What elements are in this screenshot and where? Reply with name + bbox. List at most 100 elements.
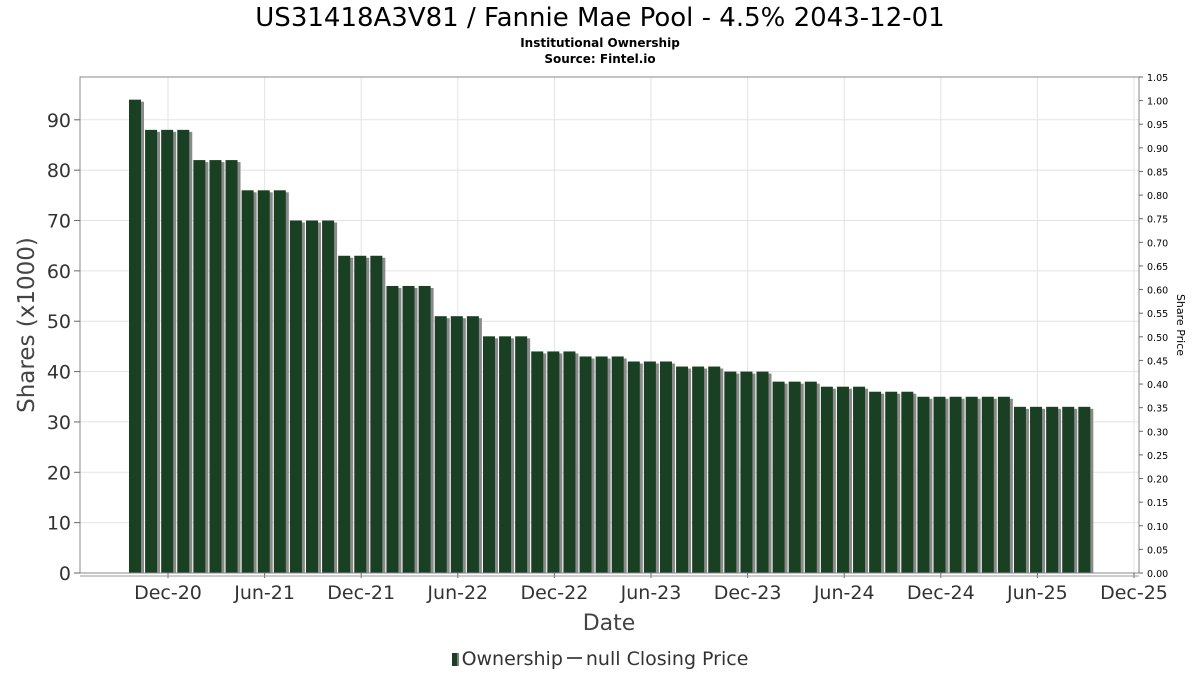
ownership-bar xyxy=(434,316,450,573)
bar-body xyxy=(659,361,672,573)
ownership-bar xyxy=(676,366,692,573)
y2-tick-label: 0.65 xyxy=(1147,262,1168,273)
bar-body xyxy=(305,220,318,573)
bar-body xyxy=(563,351,576,573)
bar-body xyxy=(209,160,222,573)
ownership-bar xyxy=(354,255,370,574)
x-tick-label: Jun-25 xyxy=(1006,582,1068,604)
y2-tick-label: 1.05 xyxy=(1147,73,1168,84)
bar-body xyxy=(917,396,930,573)
y-axis-right: 0.00 0.05 0.10 0.15 0.20 0.25 0.30 0.35 0.40 0.45… xyxy=(1139,73,1168,580)
bars xyxy=(129,99,1094,574)
ownership-bar xyxy=(997,396,1013,573)
y2-tick-label: 0.70 xyxy=(1147,238,1168,249)
ownership-bar xyxy=(338,255,354,574)
x-tick-label: Jun-23 xyxy=(620,582,682,604)
y-tick-label: 0 xyxy=(59,563,71,585)
ownership-bar xyxy=(418,285,434,573)
bar-body xyxy=(804,381,817,573)
ownership-bar xyxy=(177,129,193,573)
y2-tick-label: 1.00 xyxy=(1147,97,1168,108)
x-tick-label: Jun-21 xyxy=(233,582,295,604)
ownership-bar xyxy=(322,220,338,573)
x-tick-label: Dec-20 xyxy=(134,582,202,604)
y2-tick-label: 0.10 xyxy=(1147,522,1168,533)
bar-body xyxy=(788,381,801,573)
ownership-bar xyxy=(273,190,289,573)
ownership-bar xyxy=(917,396,933,573)
bar-body xyxy=(595,356,608,573)
bar-body xyxy=(354,255,367,574)
ownership-bar xyxy=(499,336,515,573)
y2-tick-label: 0.50 xyxy=(1147,333,1168,344)
y2-tick-label: 0.40 xyxy=(1147,380,1168,391)
ownership-swatch xyxy=(451,653,459,666)
y-tick-label: 80 xyxy=(47,160,71,182)
ownership-bar xyxy=(466,316,482,573)
ownership-bar xyxy=(161,129,177,573)
chart-subtitle: Institutional Ownership xyxy=(520,36,680,50)
ownership-bar xyxy=(193,160,209,573)
ownership-bar xyxy=(305,220,321,573)
bar-body xyxy=(643,361,656,573)
y-axis-label: Shares (x1000) xyxy=(14,237,40,413)
ownership-bar xyxy=(386,285,402,573)
ownership-bar xyxy=(595,356,611,573)
ownership-bar xyxy=(1078,406,1094,573)
bar-body xyxy=(257,190,270,573)
bar-body xyxy=(515,336,528,573)
bar-body xyxy=(724,371,737,573)
ownership-chart: 0 10 20 30 40 50 60 70 80 90 0.00 0.05 0.10 0.15 0.20… xyxy=(14,73,1187,636)
bar-body xyxy=(386,285,399,573)
x-tick-label: Jun-24 xyxy=(813,582,875,604)
bar-body xyxy=(997,396,1010,573)
ownership-bar xyxy=(547,351,563,573)
ownership-bar xyxy=(627,361,643,573)
ownership-bar xyxy=(531,351,547,573)
y2-tick-label: 0.80 xyxy=(1147,191,1168,202)
x-tick-label: Dec-25 xyxy=(1100,582,1168,604)
bar-body xyxy=(692,366,705,573)
ownership-bar xyxy=(225,160,241,573)
ownership-bar xyxy=(515,336,531,573)
ownership-bar xyxy=(402,285,418,573)
ownership-bar xyxy=(804,381,820,573)
ownership-bar xyxy=(965,396,981,573)
ownership-bar xyxy=(129,99,144,573)
y2-tick-label: 0.30 xyxy=(1147,427,1168,438)
bar-body xyxy=(225,160,238,573)
bar-body xyxy=(836,386,849,573)
bar-body xyxy=(482,336,495,573)
bar-body xyxy=(965,396,978,573)
bar-body xyxy=(466,316,479,573)
ownership-bar xyxy=(820,386,836,573)
bar-body xyxy=(273,190,286,573)
x-tick-label: Dec-22 xyxy=(520,582,588,604)
bar-body xyxy=(740,371,753,573)
legend-price[interactable]: null Closing Price xyxy=(585,648,749,670)
bar-body xyxy=(1062,406,1075,573)
legend-ownership[interactable]: Ownership xyxy=(461,648,563,670)
bar-body xyxy=(370,255,383,574)
ownership-bar xyxy=(659,361,675,573)
bar-body xyxy=(885,391,898,573)
bar-body xyxy=(579,356,592,573)
y-axis-left: 0 10 20 30 40 50 60 70 80 90 xyxy=(47,110,80,585)
ownership-bar xyxy=(788,381,804,573)
ownership-bar xyxy=(563,351,579,573)
bar-body xyxy=(756,371,769,573)
y2-tick-label: 0.55 xyxy=(1147,309,1168,320)
bar-body xyxy=(901,391,914,573)
bar-body xyxy=(627,361,640,573)
bar-body xyxy=(1030,406,1043,573)
ownership-bar xyxy=(370,255,386,574)
x-tick-label: Dec-24 xyxy=(907,582,975,604)
legend: Ownership null Closing Price xyxy=(0,647,1200,671)
bar-body xyxy=(949,396,962,573)
bar-body xyxy=(418,285,431,573)
ownership-bar xyxy=(836,386,852,573)
ownership-bar xyxy=(981,396,997,573)
ownership-bar xyxy=(1030,406,1046,573)
y-tick-label: 90 xyxy=(47,110,71,132)
x-tick-label: Dec-23 xyxy=(714,582,782,604)
